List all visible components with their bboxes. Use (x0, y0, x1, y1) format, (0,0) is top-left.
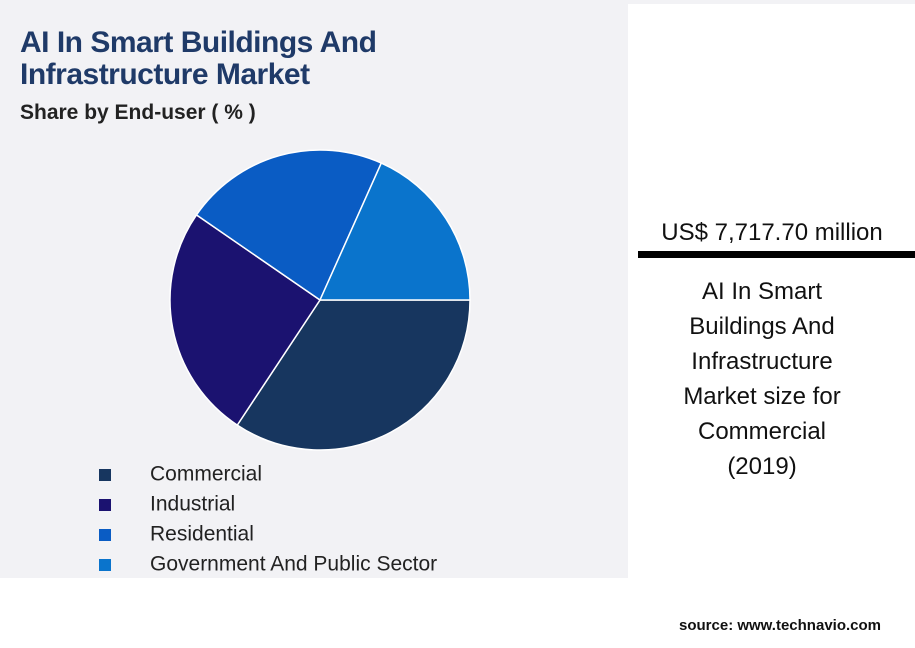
pie-slice (318, 162, 471, 301)
description-line: Buildings And (689, 313, 834, 340)
chart-subtitle: Share by End-user ( % ) (20, 101, 256, 124)
description-line: AI In Smart (702, 278, 822, 305)
pie-slice (195, 149, 383, 302)
description-line: Commercial (698, 418, 826, 445)
legend-label: Industrial (150, 493, 235, 516)
legend-label: Government And Public Sector (150, 553, 437, 576)
legend-marker (99, 499, 111, 511)
description-line: (2019) (727, 453, 796, 480)
source: source: www.technavio.com (679, 617, 881, 634)
legend-label: Residential (150, 523, 254, 546)
chart-title: AI In Smart Buildings And Infrastructure … (20, 26, 376, 91)
side-panel (628, 4, 915, 648)
divider (638, 251, 915, 258)
background (0, 578, 628, 648)
legend-label: Commercial (150, 463, 262, 486)
description-line: Market size for (683, 383, 840, 410)
highlight-value: US$ 7,717.70 million (661, 219, 882, 246)
legend-marker (99, 559, 111, 571)
legend-marker (99, 469, 111, 481)
description-line: Infrastructure (691, 348, 832, 375)
legend-marker (99, 529, 111, 541)
pie-slice (169, 213, 322, 427)
